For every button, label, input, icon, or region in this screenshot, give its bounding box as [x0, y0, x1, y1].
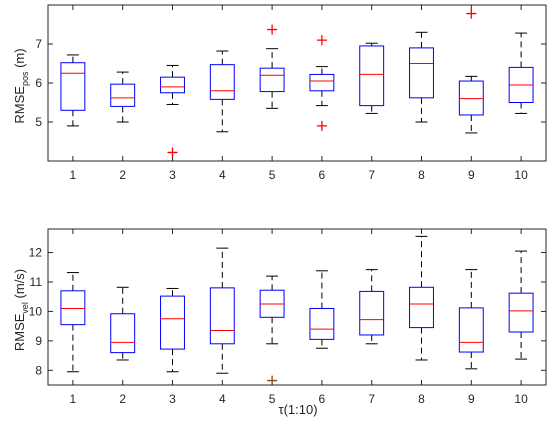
pos-ytick-label: 7 [35, 37, 42, 51]
pos-xtick-label: 3 [169, 168, 176, 182]
pos-outlier-marker [267, 24, 278, 35]
pos-outlier-marker [316, 35, 327, 46]
vel-xtick-label: 5 [269, 392, 276, 406]
vel-xtick-label: 3 [169, 392, 176, 406]
pos-boxplot-panel: RMSEpos (m) 5 6 7 1 2 3 4 5 6 7 8 9 10 [12, 4, 547, 182]
vel-box [409, 286, 434, 329]
pos-box [359, 45, 385, 107]
vel-xtick-label: 1 [70, 392, 77, 406]
pos-xtick-label: 8 [418, 168, 425, 182]
pos-box [110, 83, 136, 107]
pos-box [209, 64, 235, 100]
vel-box [209, 287, 235, 345]
vel-outlier-marker [267, 375, 278, 386]
vel-ylabel-sub: vel [20, 302, 30, 314]
vel-box [458, 307, 484, 353]
vel-xtick-label: 2 [119, 392, 126, 406]
pos-xtick-label: 9 [468, 168, 475, 182]
pos-box [409, 47, 434, 99]
pos-ylabel: RMSEpos (m) [12, 48, 30, 123]
vel-axes-frame [47, 228, 547, 386]
vel-box [60, 290, 86, 326]
pos-ylabel-unit: (m) [12, 48, 27, 71]
pos-xtick-label: 4 [219, 168, 226, 182]
pos-xtick-label: 2 [119, 168, 126, 182]
pos-ytick-label: 6 [35, 76, 42, 90]
pos-xtick-label: 6 [319, 168, 326, 182]
vel-ylabel: RMSEvel (m/s) [12, 269, 30, 351]
vel-ytick-label: 11 [30, 275, 43, 289]
pos-xtick-label: 10 [514, 168, 528, 182]
pos-outlier-marker [167, 147, 178, 158]
pos-xtick-label: 7 [368, 168, 375, 182]
vel-xlabel: τ(1:10) [278, 402, 317, 417]
pos-outlier-marker [466, 8, 477, 19]
pos-ylabel-main: RMSE [12, 86, 27, 124]
pos-axes-frame [47, 4, 547, 162]
vel-plot-area [48, 229, 546, 385]
vel-ylabel-main: RMSE [12, 313, 27, 351]
vel-box [160, 295, 185, 350]
pos-box [160, 76, 185, 94]
pos-box [458, 80, 484, 116]
vel-xtick-label: 8 [418, 392, 425, 406]
vel-xtick-label: 4 [219, 392, 226, 406]
vel-box [359, 290, 385, 336]
pos-xtick-label: 1 [70, 168, 77, 182]
vel-box [110, 313, 136, 354]
vel-ytick-label: 8 [35, 363, 42, 377]
vel-xtick-label: 10 [514, 392, 528, 406]
vel-ytick-label: 9 [35, 334, 42, 348]
pos-box [309, 73, 335, 92]
vel-xtick-label: 9 [468, 392, 475, 406]
vel-ytick-label: 12 [29, 246, 43, 260]
pos-ytick-label: 5 [35, 115, 42, 129]
vel-box [309, 307, 335, 340]
pos-ylabel-sub: pos [20, 71, 30, 86]
vel-xtick-label: 7 [368, 392, 375, 406]
pos-box [259, 67, 285, 93]
vel-box [508, 292, 534, 333]
vel-xtick-label: 6 [319, 392, 326, 406]
pos-plot-area [48, 5, 546, 161]
pos-xtick-label: 5 [269, 168, 276, 182]
vel-ytick-label: 10 [29, 304, 43, 318]
pos-box [60, 62, 86, 111]
pos-outlier-marker [316, 120, 327, 131]
vel-ylabel-unit: (m/s) [12, 269, 27, 302]
